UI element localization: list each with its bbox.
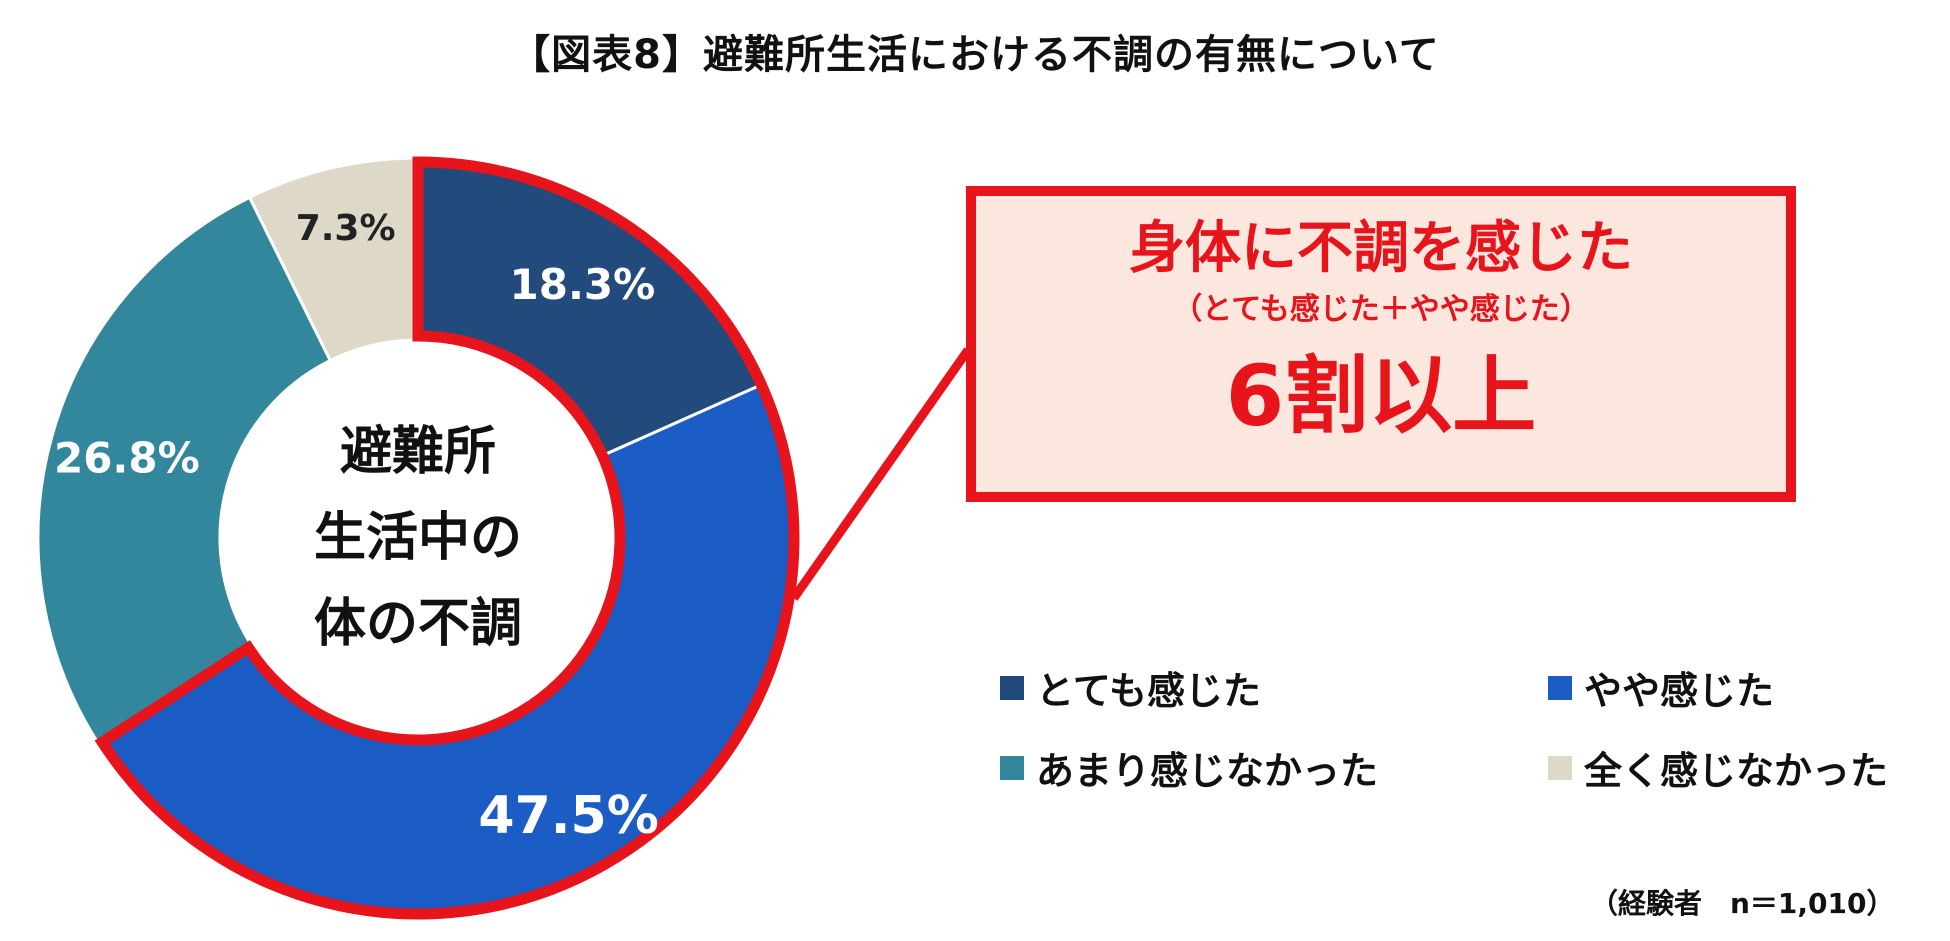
center-label-line-2: 生活中の: [314, 508, 522, 568]
legend-item-somewhat: やや感じた: [1548, 660, 1774, 715]
legend-swatch-somewhat: [1548, 675, 1572, 700]
legend-label-not-much: あまり感じなかった: [1036, 749, 1379, 793]
chart-title: 【図表8】避難所生活における不調の有無について: [510, 32, 1440, 78]
value-label-not-much: 26.8%: [54, 433, 200, 482]
legend-label-somewhat: やや感じた: [1584, 669, 1775, 713]
legend-label-very: とても感じた: [1036, 669, 1261, 713]
callout-subheading: （とても感じた＋やや感じた）: [1172, 291, 1590, 327]
highlight-outline: [94, 156, 800, 920]
legend-label-not-at-all: 全く感じなかった: [1584, 749, 1889, 793]
value-label-very: 18.3%: [510, 260, 656, 309]
callout-connector: [790, 347, 972, 601]
slice-not-much: [36, 195, 333, 747]
value-label-somewhat: 47.5%: [478, 786, 658, 846]
callout-box: 身体に不調を感じた （とても感じた＋やや感じた） 6割以上: [966, 186, 1796, 502]
value-labels: 18.3% 47.5% 26.8% 7.3%: [54, 208, 659, 846]
legend-item-very: とても感じた: [1000, 660, 1261, 715]
callout-highlight: 6割以上: [1225, 346, 1537, 445]
callout-heading: 身体に不調を感じた: [1129, 216, 1633, 281]
sample-size-note: （経験者 n＝1,010）: [1590, 887, 1895, 920]
highlight-layer: [94, 156, 972, 920]
center-label-line-1: 避難所: [340, 422, 496, 482]
legend-swatch-not-much: [1000, 755, 1024, 780]
legend-item-not-much: あまり感じなかった: [1000, 740, 1378, 795]
value-label-not-at-all: 7.3%: [296, 208, 396, 249]
legend-swatch-not-at-all: [1548, 755, 1572, 780]
center-label-line-3: 体の不調: [314, 594, 522, 654]
legend-swatch-very: [1000, 675, 1024, 700]
legend-item-not-at-all: 全く感じなかった: [1548, 740, 1888, 795]
